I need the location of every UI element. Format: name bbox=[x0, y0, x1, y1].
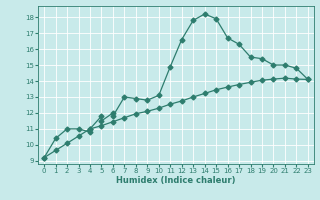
X-axis label: Humidex (Indice chaleur): Humidex (Indice chaleur) bbox=[116, 176, 236, 185]
